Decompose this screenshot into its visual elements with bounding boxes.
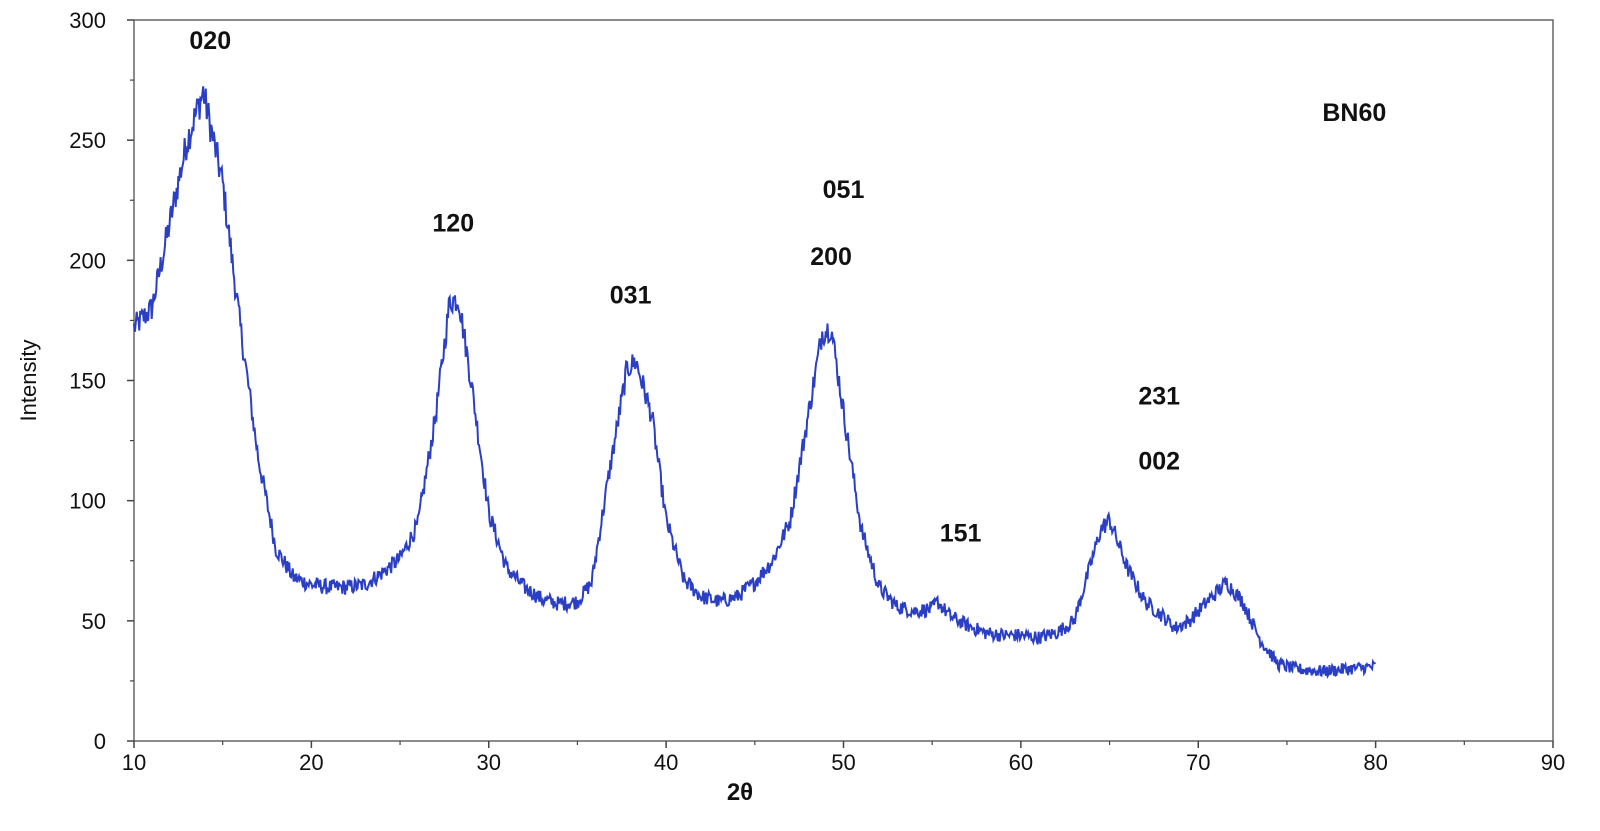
y-tick-label: 300 [69, 8, 106, 33]
x-tick-label: 90 [1541, 750, 1565, 775]
y-tick-label: 100 [69, 489, 106, 514]
x-tick-label: 50 [831, 750, 855, 775]
annotation-label: 020 [189, 27, 231, 55]
x-tick-label: 20 [299, 750, 323, 775]
annotation-label: 051 [823, 176, 865, 204]
y-tick-label: 150 [69, 369, 106, 394]
annotation-label: 200 [810, 243, 852, 271]
peak-annotations: 020 120 031 051 200 151 231 002 BN60 [189, 27, 1386, 548]
series-line [133, 86, 1376, 679]
annotation-label: 031 [610, 282, 652, 310]
plot-frame [133, 19, 1554, 742]
annotation-label: 151 [940, 520, 982, 548]
y-axis-title: Intensity [16, 340, 41, 422]
x-tick-label: 30 [477, 750, 501, 775]
y-tick-label: 0 [94, 729, 106, 754]
annotation-label: 120 [432, 209, 474, 237]
x-axis-title: 2θ [727, 779, 753, 806]
plot-border [133, 19, 1554, 742]
axis-ticks [127, 19, 1554, 748]
y-tick-label: 200 [69, 248, 106, 273]
x-tick-label: 40 [654, 750, 678, 775]
x-tick-label: 80 [1363, 750, 1387, 775]
annotation-label: BN60 [1322, 99, 1386, 127]
tick-labels: 10 20 30 40 50 60 70 80 90 0 50 100 150 200 250 300 [69, 8, 1565, 775]
annotation-label: 231 [1138, 383, 1180, 411]
y-tick-label: 250 [69, 128, 106, 153]
x-tick-label: 70 [1186, 750, 1210, 775]
annotation-label: 002 [1138, 447, 1180, 475]
x-tick-label: 10 [122, 750, 146, 775]
x-tick-label: 60 [1009, 750, 1033, 775]
y-tick-label: 50 [82, 609, 106, 634]
